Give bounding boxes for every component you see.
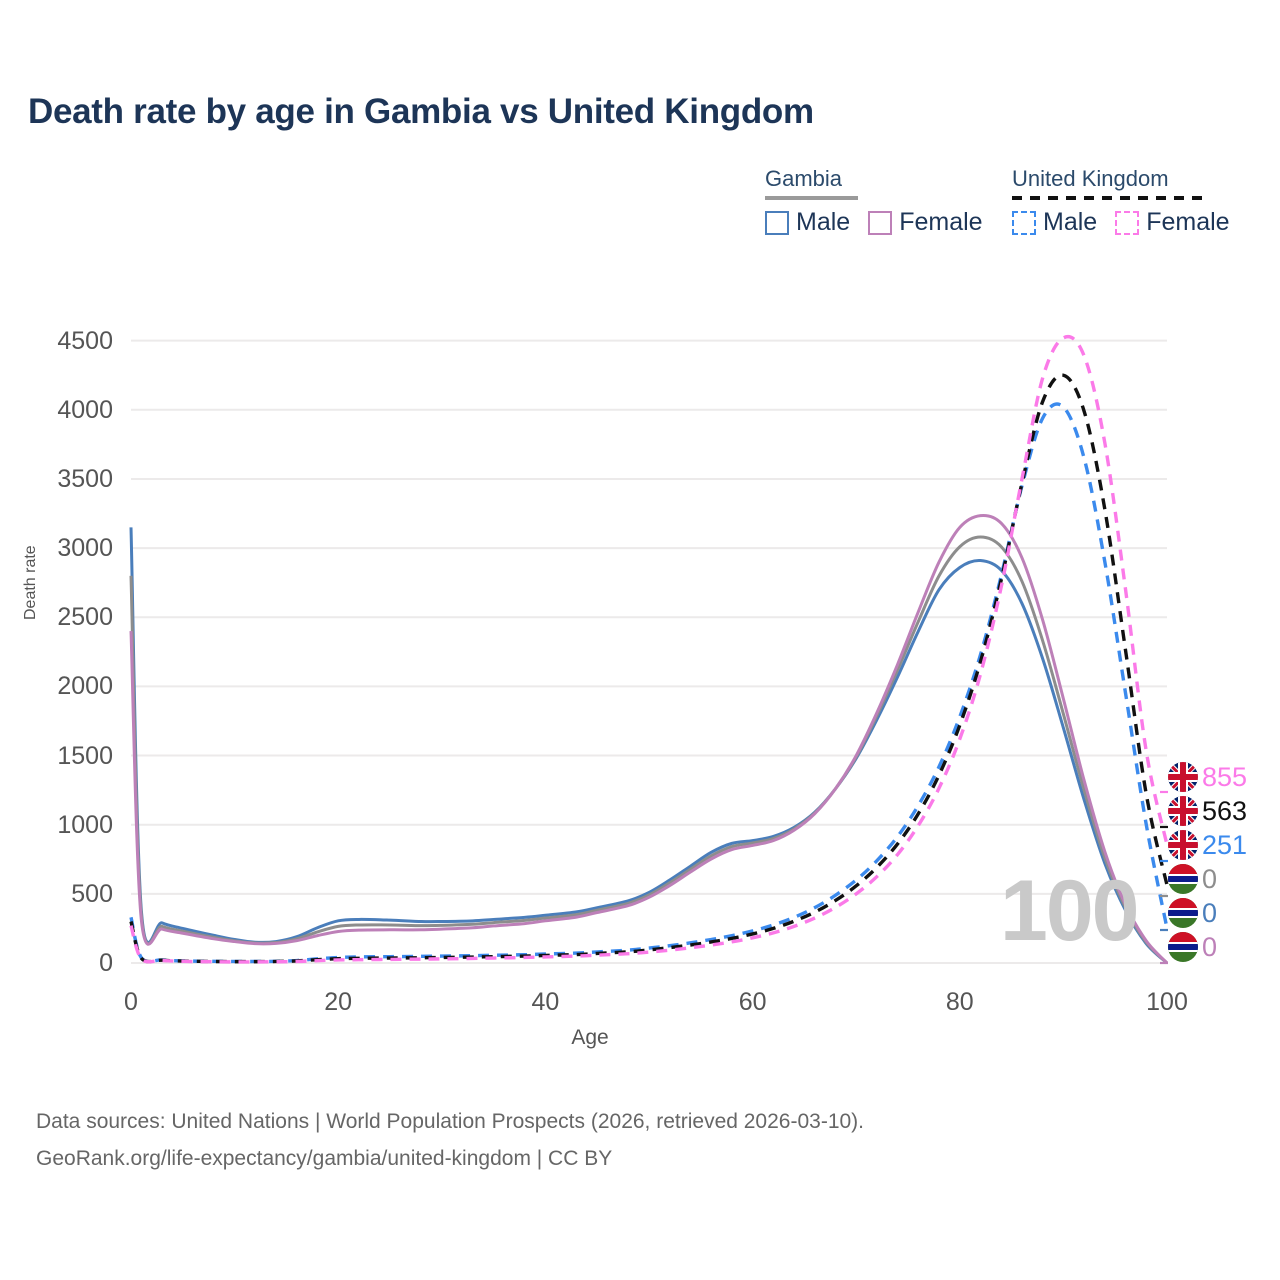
x-axis-label: Age — [571, 1026, 609, 1049]
gambia-flag — [1168, 864, 1198, 894]
legend-item-gambia-female[interactable]: Female — [868, 208, 983, 237]
legend-group-united-kingdom: United Kingdom Male Female — [1012, 166, 1262, 237]
legend-group-rule-solid — [765, 196, 858, 200]
y-axis-tick-label: 3500 — [57, 464, 113, 493]
end-label-value: 855 — [1202, 761, 1248, 792]
x-axis-tick-label: 60 — [738, 988, 767, 1016]
legend-item-gambia-male[interactable]: Male — [765, 208, 850, 237]
uk-flag — [1168, 830, 1198, 860]
chart-legend: Gambia Male Female United Kingdom Male F… — [0, 160, 1260, 240]
end-label-row: 855 — [1168, 760, 1280, 794]
legend-item-label: Male — [1043, 208, 1098, 236]
legend-swatch-solid-purple — [868, 210, 893, 235]
end-label-row: 0 — [1168, 862, 1280, 896]
end-label-value: 563 — [1202, 795, 1248, 826]
legend-swatch-solid-blue — [765, 210, 789, 235]
y-axis-tick-label: 4500 — [57, 326, 113, 355]
legend-items: Male Female — [1012, 208, 1262, 237]
legend-item-label: Female — [899, 208, 983, 236]
x-axis-tick-label: 0 — [124, 988, 138, 1016]
gambia-flag — [1168, 932, 1198, 962]
legend-group-title: Gambia — [765, 166, 843, 191]
series-end-labels: 855 563 251 0 0 0 — [1168, 760, 1280, 964]
end-label-value: 0 — [1202, 897, 1218, 928]
legend-group-title: United Kingdom — [1012, 166, 1169, 191]
y-axis-tick-label: 2500 — [57, 603, 113, 632]
y-axis-tick-label: 0 — [99, 949, 113, 977]
uk-flag — [1168, 762, 1198, 792]
end-label-row: 251 — [1168, 828, 1280, 862]
legend-group-gambia: Gambia Male Female — [765, 166, 995, 237]
end-label-value: 251 — [1202, 829, 1248, 860]
footer-line-2: GeoRank.org/life-expectancy/gambia/unite… — [36, 1146, 613, 1170]
y-axis-tick-label: 500 — [71, 879, 113, 908]
page-title: Death rate by age in Gambia vs United Ki… — [28, 92, 814, 131]
x-axis-tick-label: 100 — [1146, 988, 1188, 1016]
legend-items: Male Female — [765, 208, 995, 237]
x-axis-tick-label: 40 — [531, 988, 560, 1016]
y-axis-tick-label: 3000 — [57, 534, 113, 563]
y-axis-tick-label: 1500 — [57, 741, 113, 770]
legend-item-uk-female[interactable]: Female — [1115, 208, 1230, 237]
footer-line-1: Data sources: United Nations | World Pop… — [36, 1110, 865, 1133]
end-label-value: 0 — [1202, 863, 1218, 894]
end-label-row: 0 — [1168, 930, 1280, 964]
end-label-value: 0 — [1202, 931, 1218, 962]
legend-item-uk-male[interactable]: Male — [1012, 208, 1097, 237]
y-axis-tick-label: 4000 — [57, 395, 113, 424]
uk-flag — [1168, 796, 1198, 826]
y-axis-label: Death rate — [22, 545, 39, 620]
watermark-age-100: 100 — [1000, 863, 1139, 959]
y-axis-tick-label: 2000 — [57, 672, 113, 701]
x-axis-tick-label: 80 — [945, 988, 974, 1016]
gambia-flag — [1168, 898, 1198, 928]
x-axis-tick-label: 20 — [324, 988, 353, 1016]
y-axis-tick-label: 1000 — [57, 810, 113, 839]
legend-item-label: Male — [796, 208, 851, 236]
footer-credits: Data sources: United Nations | World Pop… — [36, 1104, 864, 1178]
legend-swatch-dashed-blue — [1012, 210, 1036, 235]
end-label-row: 0 — [1168, 896, 1280, 930]
legend-item-label: Female — [1146, 208, 1230, 236]
legend-swatch-dashed-pink — [1115, 210, 1140, 235]
end-label-row: 563 — [1168, 794, 1280, 828]
chart-series-line — [129, 334, 1169, 964]
legend-group-rule-dashed — [1012, 196, 1208, 200]
